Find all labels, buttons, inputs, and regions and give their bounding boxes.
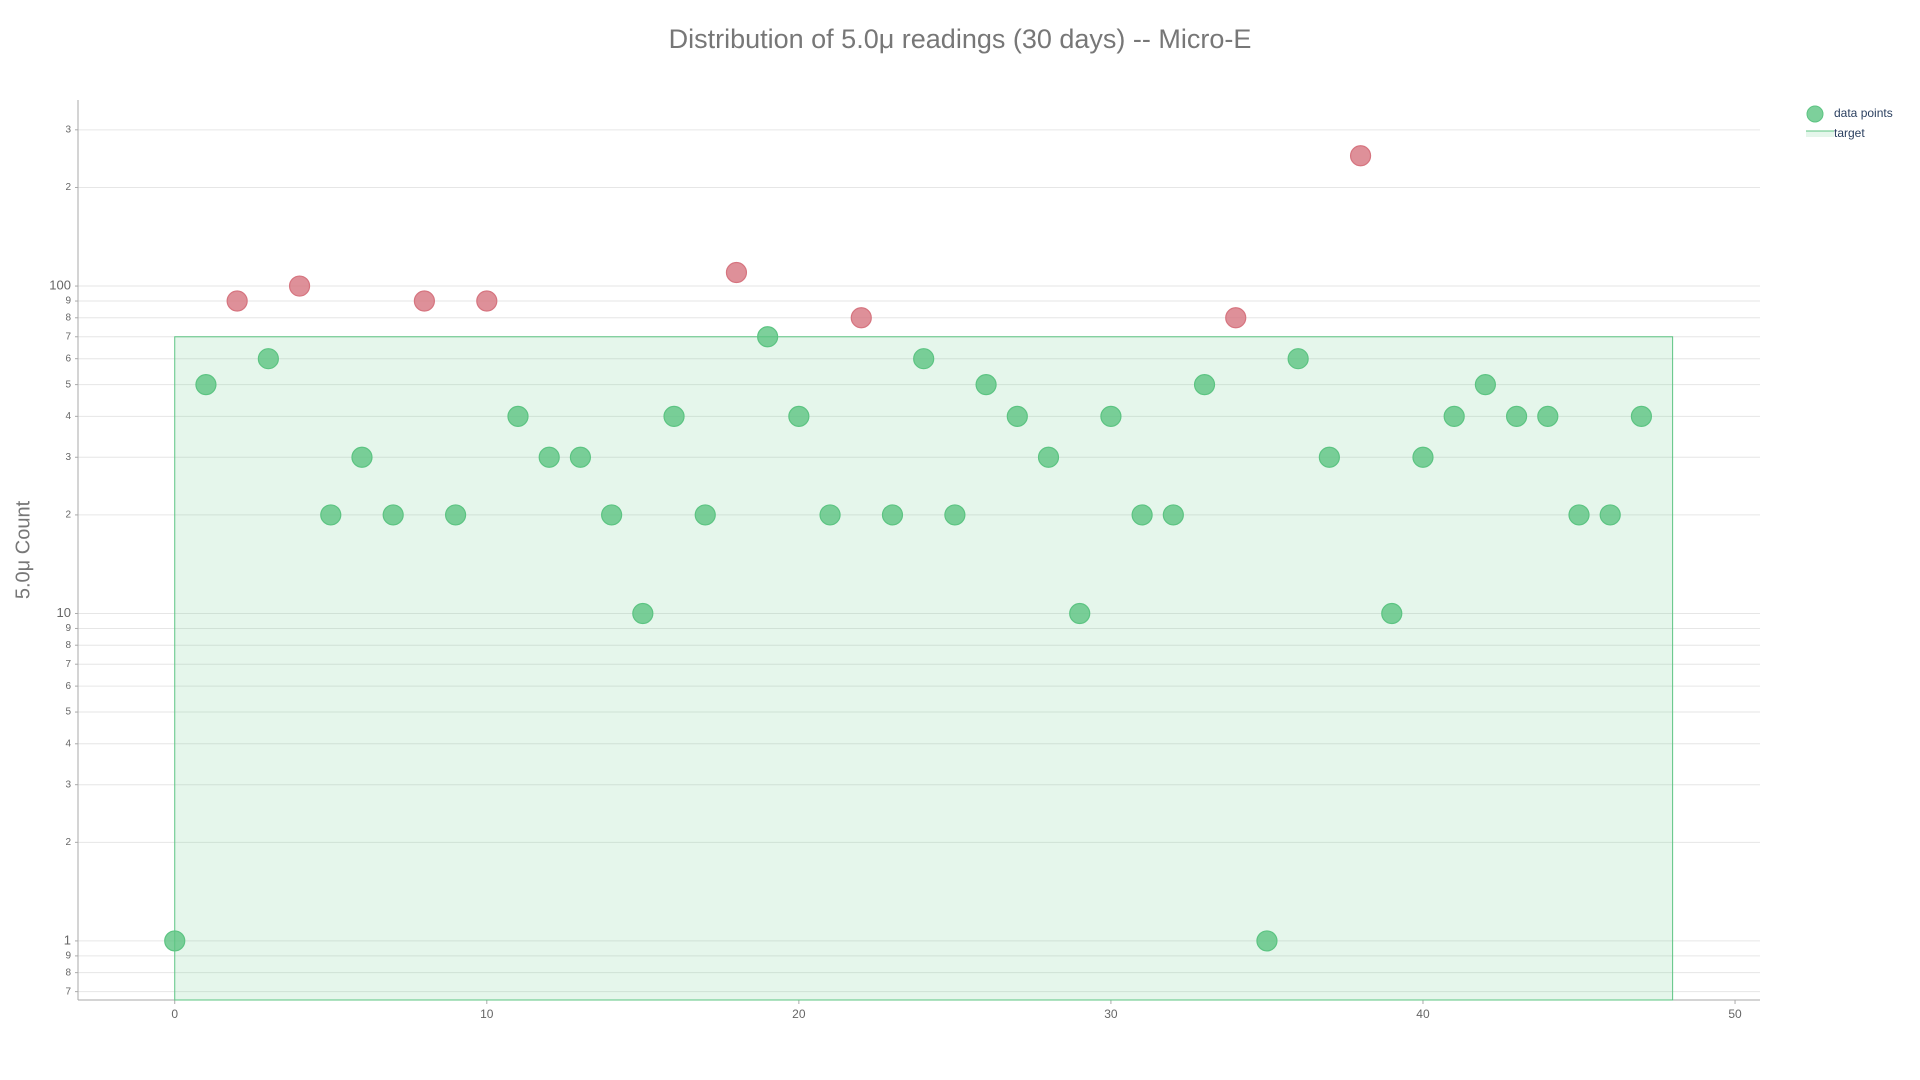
data-point <box>1069 602 1091 625</box>
y-tick-label: 2 <box>65 510 71 521</box>
x-tick-label: 10 <box>480 1007 494 1021</box>
x-tick-label: 40 <box>1416 1007 1430 1021</box>
data-point <box>1131 504 1153 526</box>
y-tick-label: 100 <box>49 277 71 292</box>
y-tick-label: 4 <box>65 738 71 749</box>
y-tick-label: 3 <box>65 452 71 463</box>
data-point <box>1568 504 1590 526</box>
data-point <box>788 405 810 427</box>
data-point <box>1225 307 1247 329</box>
y-tick-label: 2 <box>65 837 71 848</box>
data-point <box>351 446 373 468</box>
y-tick-label: 9 <box>65 951 71 962</box>
data-point <box>850 307 872 329</box>
chart-title: Distribution of 5.0μ readings (30 days) … <box>669 24 1252 54</box>
data-point <box>413 290 435 312</box>
y-tick-label: 8 <box>65 312 71 323</box>
data-point <box>444 504 467 526</box>
data-point <box>1037 446 1060 468</box>
data-point <box>288 275 311 297</box>
data-point <box>164 930 186 952</box>
target-area <box>174 336 1674 1001</box>
data-point <box>757 326 779 348</box>
data-point <box>1599 504 1621 526</box>
y-tick-label: 7 <box>65 986 71 997</box>
data-point <box>1537 405 1559 427</box>
data-point <box>1474 374 1496 396</box>
data-point <box>975 374 997 396</box>
legend-marker <box>1806 105 1824 123</box>
y-tick-label: 3 <box>65 779 71 790</box>
y-axis-label: 5.0μ Count <box>12 500 34 599</box>
data-point <box>944 504 966 526</box>
data-point <box>1318 446 1340 468</box>
data-point <box>1349 145 1372 167</box>
data-point <box>538 446 560 468</box>
y-tick-label: 8 <box>65 967 71 978</box>
y-tick-label: 2 <box>65 182 71 193</box>
data-point <box>1100 405 1122 427</box>
data-point <box>601 504 623 526</box>
data-point <box>694 504 716 526</box>
y-tick-label: 9 <box>65 296 71 307</box>
x-tick-label: 20 <box>792 1007 806 1021</box>
y-tick-label: 5 <box>65 707 71 718</box>
data-point <box>257 348 279 370</box>
y-tick-label: 7 <box>65 331 71 342</box>
y-tick-label: 1 <box>64 932 71 947</box>
data-point <box>195 374 217 396</box>
data-point <box>1505 405 1528 427</box>
data-point <box>663 405 685 427</box>
y-tick-label: 8 <box>65 640 71 651</box>
legend-label: target <box>1834 126 1865 140</box>
data-point <box>725 261 748 284</box>
data-point <box>476 290 498 312</box>
data-point <box>913 348 935 370</box>
y-tick-label: 10 <box>57 605 71 620</box>
data-point <box>507 405 529 427</box>
data-point <box>1630 405 1653 427</box>
data-point <box>881 504 904 526</box>
y-tick-label: 5 <box>65 379 71 390</box>
y-tick-label: 9 <box>65 623 71 634</box>
legend-target <box>1806 131 1834 137</box>
data-point <box>819 504 841 526</box>
data-point <box>320 504 342 526</box>
y-tick-label: 7 <box>65 659 71 670</box>
data-point <box>382 504 404 526</box>
data-point <box>1193 374 1216 396</box>
x-tick-label: 30 <box>1104 1007 1118 1021</box>
data-point <box>1287 348 1309 370</box>
data-point <box>1381 602 1403 625</box>
y-tick-label: 6 <box>65 353 71 364</box>
y-tick-label: 6 <box>65 681 71 692</box>
y-tick-label: 3 <box>65 124 71 135</box>
x-tick-label: 0 <box>171 1007 178 1021</box>
data-point <box>632 602 654 625</box>
data-point <box>1256 930 1278 952</box>
data-point <box>226 290 248 312</box>
x-tick-label: 50 <box>1728 1007 1742 1021</box>
data-point <box>569 446 592 468</box>
data-point <box>1412 446 1434 468</box>
data-point <box>1443 405 1465 427</box>
data-point <box>1162 504 1184 526</box>
legend-label: data points <box>1834 106 1893 120</box>
data-point <box>1006 405 1028 427</box>
y-tick-label: 4 <box>65 411 71 422</box>
